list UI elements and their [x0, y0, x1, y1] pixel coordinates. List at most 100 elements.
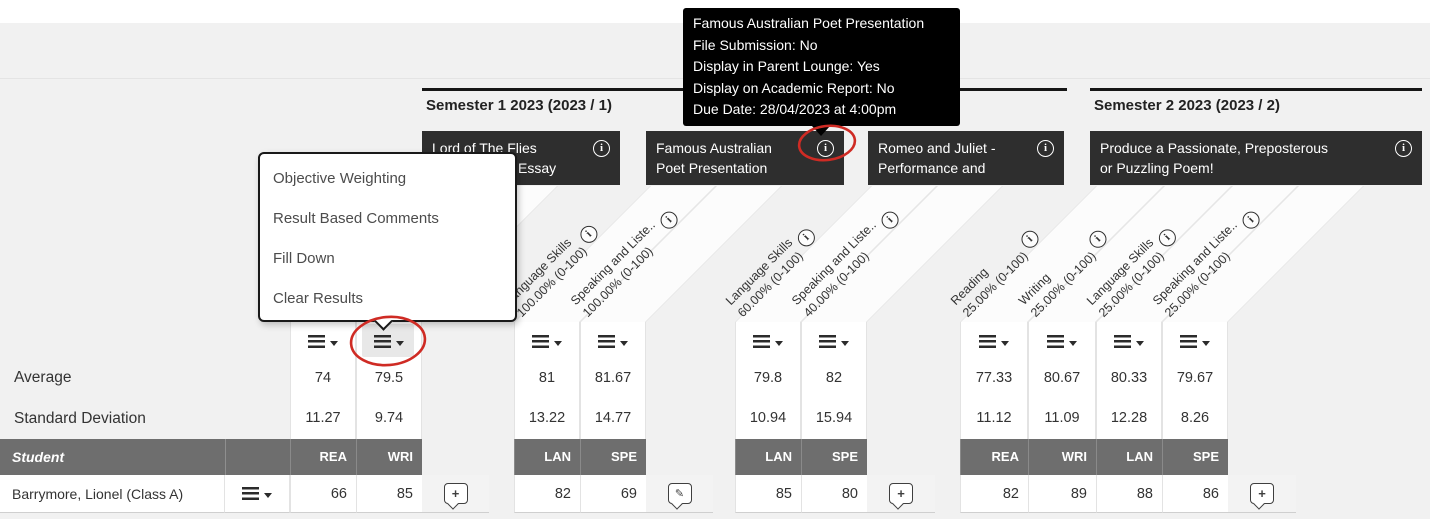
average-value: 80.67	[1043, 370, 1081, 386]
student-name: Barrymore, Lionel (Class A)	[0, 475, 225, 513]
menu-item-result-based-comments[interactable]: Result Based Comments	[273, 210, 439, 227]
menu-item-objective-weighting[interactable]: Objective Weighting	[273, 170, 407, 187]
hamburger-icon	[1047, 334, 1064, 348]
hamburger-icon	[819, 334, 836, 348]
data-column	[580, 322, 646, 439]
add-comment-icon[interactable]	[443, 483, 468, 504]
comment-cell	[867, 475, 935, 513]
caret-down-icon	[1202, 340, 1210, 346]
caret-down-icon	[1001, 340, 1009, 346]
column-menu-button[interactable]	[1162, 324, 1228, 358]
result-cell[interactable]: 88	[1096, 475, 1162, 513]
hamburger-icon	[598, 334, 615, 348]
assessment-header-produce-a-poem: Produce a Passionate, Preposterous or Pu…	[1090, 131, 1422, 185]
info-icon[interactable]	[576, 221, 601, 246]
stdev-value: 10.94	[749, 410, 787, 426]
info-icon[interactable]	[817, 139, 834, 157]
tooltip-line: Due Date: 28/04/2023 at 4:00pm	[693, 101, 897, 117]
result-cell[interactable]: 66	[290, 475, 356, 513]
average-value: 81	[538, 370, 556, 386]
info-icon[interactable]	[1037, 139, 1054, 157]
assessment-title-line2: or Puzzling Poem!	[1100, 160, 1214, 176]
column-menu-button[interactable]	[801, 324, 867, 358]
comment-cell	[1228, 475, 1296, 513]
hamburger-icon	[374, 334, 391, 348]
stdev-value: 11.09	[1044, 410, 1080, 426]
stdev-value: 12.28	[1110, 410, 1148, 426]
caret-down-icon	[620, 340, 628, 346]
info-icon[interactable]	[1395, 139, 1412, 157]
average-value: 77.33	[975, 370, 1013, 386]
comment-cell	[422, 475, 489, 513]
caret-down-icon	[396, 340, 404, 346]
tooltip-line: File Submission: No	[693, 36, 818, 53]
result-cell[interactable]: 85	[356, 475, 422, 513]
column-context-menu: Objective Weighting Result Based Comment…	[258, 152, 517, 322]
average-value: 79.5	[374, 370, 404, 386]
assessment-title: Produce a Passionate, Preposterous	[1100, 140, 1329, 156]
assessment-title: Famous Australian	[656, 140, 772, 156]
semester-2-label: Semester 2 2023 (2023 / 2)	[1094, 97, 1280, 114]
stdev-value: 9.74	[374, 410, 404, 426]
column-menu-button-active[interactable]	[356, 324, 422, 358]
objective-code-header: SPE	[580, 439, 646, 475]
add-comment-icon[interactable]	[889, 483, 913, 504]
objective-code-header: WRI	[356, 439, 422, 475]
stdev-value: 11.27	[305, 410, 341, 426]
menu-item-fill-down[interactable]: Fill Down	[273, 250, 335, 267]
hamburger-icon[interactable]	[242, 487, 259, 500]
assessment-title-line2: Performance and	[878, 160, 986, 176]
column-menu-button[interactable]	[290, 324, 356, 358]
hamburger-icon	[308, 334, 325, 348]
assessment-title: Romeo and Juliet -	[878, 140, 996, 156]
assessment-title-line2: Essay	[518, 160, 557, 176]
caret-down-icon	[264, 493, 272, 498]
column-menu-button[interactable]	[580, 324, 646, 358]
average-value: 82	[825, 370, 843, 386]
edit-comment-icon[interactable]	[667, 483, 692, 504]
info-icon[interactable]	[1017, 226, 1042, 251]
assessment-header-romeo-and-juliet: Romeo and Juliet - Performance and	[868, 131, 1064, 185]
caret-down-icon	[841, 340, 849, 346]
result-cell[interactable]: 86	[1162, 475, 1228, 513]
info-icon[interactable]	[794, 225, 819, 250]
result-cell[interactable]: 69	[580, 475, 646, 513]
result-cell[interactable]: 85	[735, 475, 801, 513]
add-comment-icon[interactable]	[1250, 483, 1274, 504]
objective-code-header: SPE	[1162, 439, 1228, 475]
result-cell[interactable]: 82	[514, 475, 580, 513]
result-cell[interactable]: 82	[960, 475, 1028, 513]
stdev-row-label: Standard Deviation	[14, 410, 146, 427]
stdev-value: 15.94	[815, 410, 853, 426]
tooltip-title: Famous Australian Poet Presentation	[693, 15, 925, 31]
stdev-value: 11.12	[976, 410, 1012, 426]
column-menu-button[interactable]	[1028, 324, 1096, 358]
result-cell[interactable]: 89	[1028, 475, 1096, 513]
hamburger-icon	[1180, 334, 1197, 348]
info-icon[interactable]	[593, 139, 610, 157]
column-menu-button[interactable]	[960, 324, 1028, 358]
caret-down-icon	[1069, 340, 1077, 346]
student-column-header: Student	[0, 439, 290, 475]
semester-1-label: Semester 1 2023 (2023 / 1)	[426, 97, 612, 114]
column-menu-button[interactable]	[735, 324, 801, 358]
menu-item-clear-results[interactable]: Clear Results	[273, 290, 364, 307]
tooltip-line: Display on Academic Report: No	[693, 79, 895, 96]
average-value: 79.8	[753, 370, 783, 386]
column-menu-button[interactable]	[514, 324, 580, 358]
caret-down-icon	[775, 340, 783, 346]
caret-down-icon	[554, 340, 562, 346]
average-value: 74	[314, 370, 332, 386]
stdev-value: 14.77	[594, 410, 632, 426]
tooltip-arrow-icon	[812, 125, 830, 136]
data-column	[514, 322, 580, 439]
result-cell[interactable]: 80	[801, 475, 867, 513]
assessment-tooltip: Famous Australian Poet Presentation File…	[683, 8, 960, 136]
average-value: 81.67	[594, 370, 632, 386]
column-menu-button[interactable]	[1096, 324, 1162, 358]
tooltip-line: Display in Parent Lounge: Yes	[693, 58, 880, 74]
student-row-menu-cell	[225, 475, 290, 513]
hamburger-icon	[979, 334, 996, 348]
hamburger-icon	[532, 334, 549, 348]
